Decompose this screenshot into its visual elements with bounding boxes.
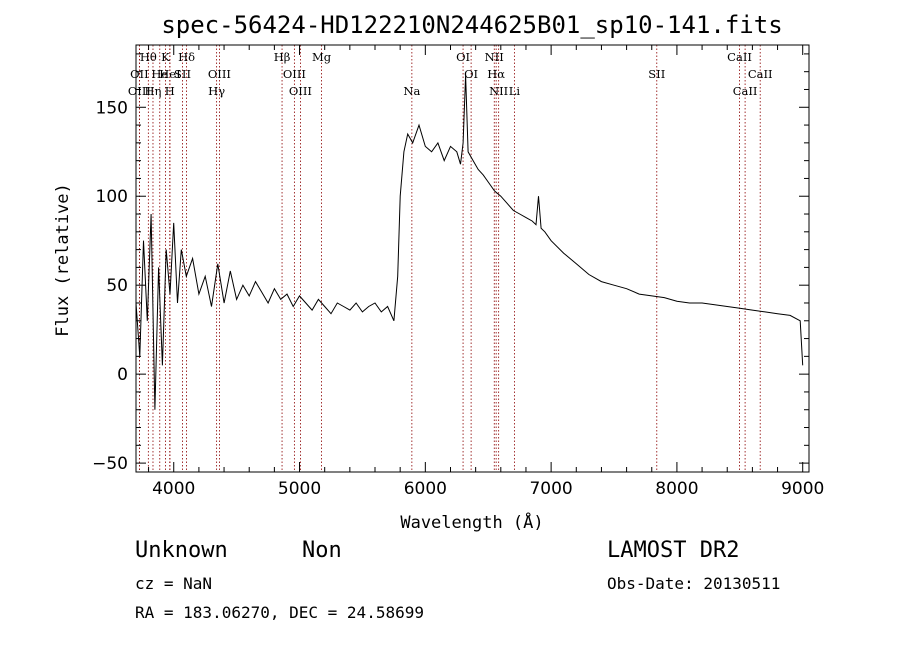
spectral-line-label: CaII	[733, 84, 758, 98]
y-axis-label: Flux (relative)	[53, 183, 73, 337]
spectral-line-label: OIII	[289, 84, 312, 98]
y-tick-label: −50	[92, 454, 128, 474]
spectral-line-label: K	[161, 50, 170, 64]
y-axis-ticks: −50 0 50 100 150	[92, 53, 809, 474]
spectral-line-label: Li	[509, 84, 521, 98]
spectral-line-label: OII	[130, 67, 149, 81]
spectrum-series-line	[135, 75, 804, 410]
spectral-line-label: NII	[485, 50, 504, 64]
spectral-line-label: SII	[648, 67, 665, 81]
spectral-line-label: OIII	[128, 84, 151, 98]
plot-frame	[135, 44, 810, 473]
chart-title: spec-56424-HD122210N244625B01_sp10-141.f…	[161, 11, 782, 39]
x-axis-label: Wavelength (Å)	[400, 511, 543, 533]
y-tick-label: 100	[96, 187, 128, 207]
object-subclass: Non	[302, 538, 342, 563]
y-tick-label: 150	[96, 98, 128, 118]
spectral-line-label: CaII	[748, 67, 773, 81]
spectral-line-label: Hδ	[178, 50, 195, 64]
spectral-line-label: Hγ	[208, 84, 225, 98]
spectral-line-label: Hη	[145, 84, 162, 98]
spectral-line-label: Hβ	[274, 50, 291, 64]
spectral-line-label: OI	[464, 67, 478, 81]
redshift-cz: cz = NaN	[135, 574, 213, 593]
spectral-line-label: Mg	[312, 50, 332, 64]
spectral-line-label: Hα	[487, 67, 505, 81]
spectral-line-label: OIII	[283, 67, 306, 81]
spectral-line-label: HeI	[159, 67, 180, 81]
observation-date: Obs-Date: 20130511	[607, 574, 781, 593]
ra-dec-coordinates: RA = 183.06270, DEC = 24.58699	[135, 603, 424, 622]
spectral-line-label: OIII	[208, 67, 231, 81]
y-tick-label: 50	[106, 276, 128, 296]
spectral-line-label: Hθ	[140, 50, 157, 64]
x-tick-label: 5000	[278, 479, 321, 499]
x-axis-ticks: 4000 5000 6000 7000 8000 9000	[148, 45, 824, 499]
spectral-line-label: OI	[456, 50, 470, 64]
survey-label: LAMOST DR2	[607, 538, 740, 563]
spectral-line-label: NII	[489, 84, 508, 98]
spectral-line-label: Na	[403, 84, 420, 98]
object-class: Unknown	[135, 538, 228, 563]
y-tick-label: 0	[117, 365, 128, 385]
spectral-line-label: CaII	[727, 50, 752, 64]
x-tick-label: 9000	[781, 479, 824, 499]
spectral-line-label: SII	[174, 67, 191, 81]
x-tick-label: 7000	[529, 479, 572, 499]
spectral-line-markers	[138, 45, 761, 472]
x-tick-label: 4000	[152, 479, 195, 499]
x-tick-label: 8000	[655, 479, 698, 499]
x-tick-label: 6000	[404, 479, 447, 499]
spectral-line-label: H	[165, 84, 175, 98]
spectral-line-label: He	[151, 67, 168, 81]
